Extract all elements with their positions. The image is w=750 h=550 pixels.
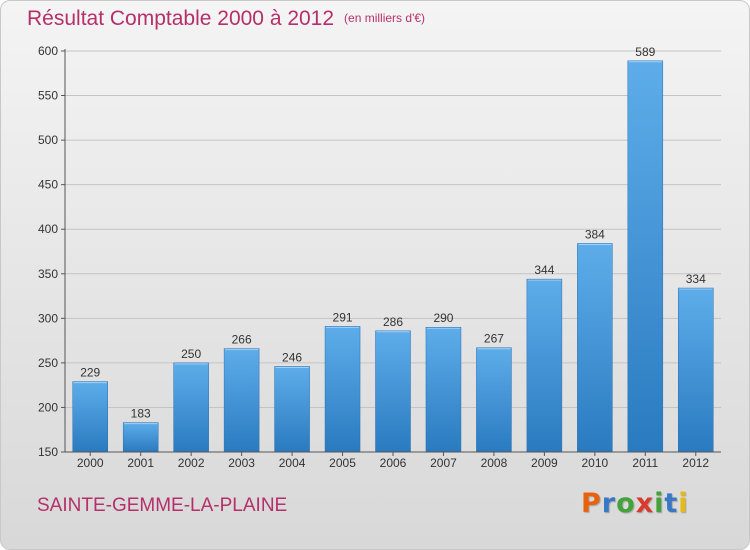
x-tick-label: 2009 bbox=[531, 456, 558, 470]
bar bbox=[526, 278, 563, 453]
y-tick-label: 250 bbox=[38, 356, 58, 370]
y-tick-label: 450 bbox=[38, 178, 58, 192]
bar bbox=[577, 243, 613, 453]
y-tick-label: 500 bbox=[38, 133, 58, 147]
x-tick-label: 2010 bbox=[581, 456, 608, 470]
x-tick-label: 2001 bbox=[127, 456, 154, 470]
value-label: 334 bbox=[686, 272, 706, 286]
y-tick-label: 300 bbox=[38, 311, 58, 325]
x-tick-label: 2004 bbox=[279, 456, 306, 470]
bar bbox=[678, 287, 714, 453]
logo-letter: i bbox=[678, 488, 689, 519]
x-tick-label: 2008 bbox=[481, 456, 508, 470]
value-label: 267 bbox=[484, 332, 504, 346]
logo-letter: i bbox=[654, 488, 665, 519]
y-tick-label: 550 bbox=[38, 89, 58, 103]
x-tick-label: 2003 bbox=[228, 456, 255, 470]
bar bbox=[173, 362, 209, 453]
chart-title: Résultat Comptable 2000 à 2012 (en millie… bbox=[27, 7, 425, 31]
value-label: 286 bbox=[383, 315, 403, 329]
value-label: 266 bbox=[232, 333, 252, 347]
logo-letter: P bbox=[581, 488, 602, 519]
bar bbox=[324, 326, 361, 453]
value-label: 229 bbox=[80, 366, 100, 380]
x-tick-label: 2005 bbox=[329, 456, 356, 470]
value-label: 344 bbox=[534, 263, 554, 277]
logo-letter: t bbox=[664, 488, 679, 519]
bar bbox=[627, 60, 664, 453]
value-label: 291 bbox=[333, 310, 353, 324]
bar bbox=[425, 326, 462, 453]
value-label: 246 bbox=[282, 350, 302, 364]
x-tick-label: 2011 bbox=[632, 456, 658, 470]
proxiti-logo: Proxiti bbox=[581, 488, 689, 519]
title-text: Résultat Comptable 2000 à 2012 bbox=[27, 7, 335, 30]
y-tick-label: 350 bbox=[38, 267, 58, 281]
y-tick-label: 150 bbox=[38, 445, 58, 459]
x-tick-label: 2012 bbox=[682, 456, 709, 470]
logo-letter: o bbox=[616, 488, 636, 519]
x-tick-label: 2007 bbox=[430, 456, 457, 470]
axes: 150 200 250 300 350 400 450 500 550 600 2000 2001 20… bbox=[38, 44, 721, 470]
bar bbox=[223, 348, 260, 453]
x-tick-label: 2002 bbox=[178, 456, 205, 470]
bar bbox=[122, 422, 159, 453]
y-tick-label: 600 bbox=[38, 44, 58, 58]
bars bbox=[72, 60, 714, 453]
bar bbox=[274, 366, 310, 453]
y-tick-label: 200 bbox=[38, 400, 58, 414]
y-tick-label: 400 bbox=[38, 222, 58, 236]
value-label: 384 bbox=[585, 227, 605, 241]
value-labels: 229 183 250 266 246 291 286 290 267 344 384 589 334 bbox=[80, 45, 706, 421]
value-label: 589 bbox=[635, 45, 655, 59]
value-label: 250 bbox=[181, 347, 201, 361]
bar bbox=[375, 330, 411, 453]
commune-name: SAINTE-GEMME-LA-PLAINE bbox=[37, 495, 288, 516]
logo-letter: r bbox=[601, 488, 617, 519]
value-label: 290 bbox=[433, 311, 453, 325]
bar bbox=[72, 381, 108, 453]
logo-letter: x bbox=[635, 488, 655, 519]
x-tick-label: 2006 bbox=[380, 456, 407, 470]
value-label: 183 bbox=[131, 407, 151, 421]
x-tick-label: 2000 bbox=[77, 456, 104, 470]
title-subtitle: (en milliers d'€) bbox=[344, 11, 426, 25]
bar bbox=[476, 347, 512, 453]
